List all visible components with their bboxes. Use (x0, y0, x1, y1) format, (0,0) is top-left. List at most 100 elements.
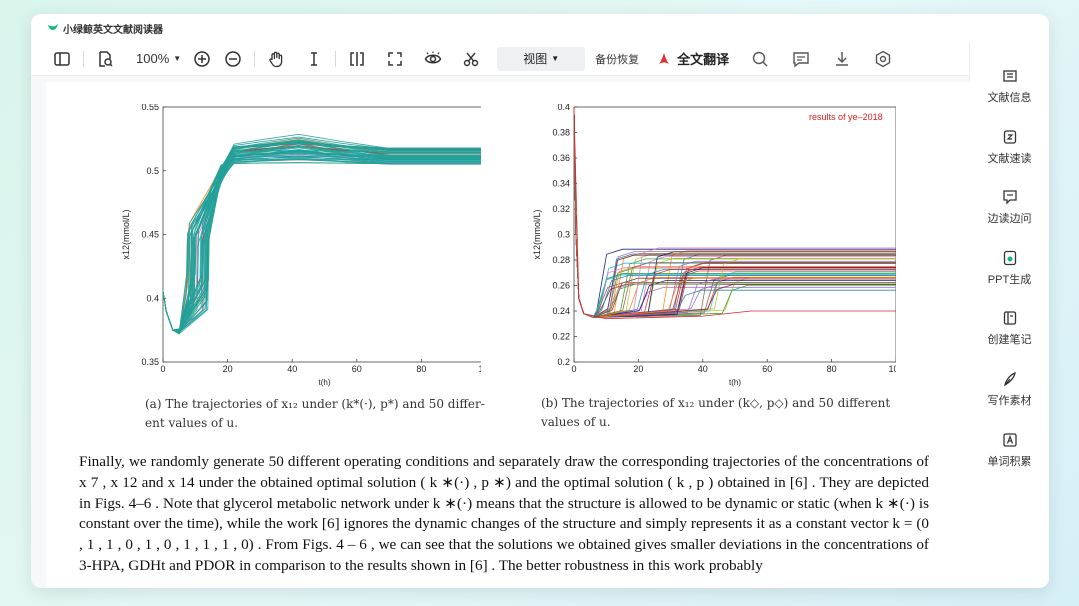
toolbar: 100% ▼ 视图 ▼ (31, 42, 969, 76)
series-line (162, 158, 486, 332)
sidebar-item-writing[interactable]: 写作素材 (988, 371, 1032, 432)
search-icon[interactable] (751, 50, 769, 68)
toolbar-divider (488, 51, 489, 67)
pdf-icon (659, 52, 670, 64)
chart-annotation: results of ye–2018 (809, 112, 883, 122)
series-line (162, 145, 486, 331)
right-sidebar: 文献信息 文献速读 边读边问 PPT生成 创建笔记 写作素材 单词积累 (969, 42, 1049, 588)
sidebar-item-quick-read[interactable]: 文献速读 (988, 129, 1032, 190)
series-line (573, 106, 896, 320)
series-line (162, 155, 486, 333)
series-line (162, 158, 486, 332)
series-line (162, 145, 486, 331)
sidebar-item-label: 文献速读 (987, 152, 1032, 165)
series-line (162, 140, 486, 335)
series-line (162, 141, 486, 334)
comment-icon[interactable] (792, 50, 810, 68)
series-line (162, 137, 486, 332)
sidebar-toggle-icon[interactable] (53, 50, 71, 68)
y-tick-label: 0.45 (141, 230, 159, 240)
sidebar-item-note[interactable]: 创建笔记 (988, 310, 1032, 371)
backup-restore-button[interactable]: 备份恢复 (595, 53, 640, 66)
zoom-in-icon[interactable] (193, 50, 211, 68)
sidebar-item-label: 单词积累 (987, 455, 1032, 468)
series-line (162, 148, 486, 333)
series-line (162, 154, 486, 331)
zoom-select[interactable]: 100% ▼ (136, 51, 181, 66)
body-paragraph: Finally, we randomly generate 50 differe… (79, 452, 929, 577)
y-tick-label: 0.5 (146, 166, 159, 176)
series-line (162, 150, 486, 334)
series-line (162, 150, 486, 331)
fullscreen-icon[interactable] (386, 50, 404, 68)
doc-info-icon (1002, 70, 1017, 82)
download-icon[interactable] (833, 50, 851, 68)
series-line (162, 145, 486, 335)
chart-b-svg: 0 20 40 60 80 100 0.2 0.22 0.24 0.26 0.28 0.3 0.32 0.… (532, 102, 904, 387)
figure-b: 0 20 40 60 80 100 0.2 0.22 0.24 0.26 0.28 0.3 0.32 0.… (521, 102, 904, 394)
y-axis-label: x12(mmol/L) (121, 209, 131, 259)
series-line (162, 157, 486, 334)
ppt-icon (1003, 250, 1016, 265)
scissors-icon[interactable] (462, 50, 480, 68)
translate-label: 全文翻译 (677, 52, 730, 67)
doc-search-icon[interactable] (96, 50, 114, 68)
sidebar-item-label: 文献信息 (987, 92, 1032, 104)
series-line (162, 146, 486, 333)
sidebar-item-doc-info[interactable]: 文献信息 (988, 68, 1032, 129)
chat-icon (1002, 190, 1017, 205)
toolbar-divider (83, 50, 84, 67)
hand-tool-icon[interactable] (267, 50, 285, 68)
sidebar-item-ask[interactable]: 边读边问 (988, 189, 1032, 250)
x-tick-label: 40 (698, 364, 708, 374)
series-line (162, 143, 486, 332)
title-bar: 小绿鲸英文文献阅读器 (31, 14, 1049, 42)
sidebar-item-words[interactable]: 单词积累 (988, 432, 1032, 493)
view-menu-button[interactable]: 视图 ▼ (497, 46, 586, 71)
x-tick-label: 60 (762, 364, 772, 374)
toolbar-divider (254, 50, 256, 67)
y-tick-label: 0.32 (552, 204, 570, 214)
chart-a-svg: 0 20 40 60 80 100 0.35 0.4 0.45 0.5 0.55 t(h) x12(mm… (121, 102, 494, 387)
x-axis-label: t(h) (319, 378, 331, 387)
series-line (162, 139, 486, 333)
x-tick-label: 0 (160, 364, 165, 374)
series-line (162, 151, 486, 333)
series-line (162, 145, 486, 333)
full-translate-button[interactable]: 全文翻译 (657, 49, 729, 68)
series-line (162, 140, 486, 332)
pdf-page: 0 20 40 60 80 100 0.35 0.4 0.45 0.5 0.55 t(h) x12(mm… (46, 82, 970, 588)
y-tick-label: 0.4 (146, 293, 159, 303)
x-tick-label: 100 (478, 364, 481, 374)
sidebar-item-label: PPT生成 (987, 273, 1032, 286)
text-cursor-icon[interactable] (305, 50, 323, 68)
series-line (162, 153, 486, 331)
series-line (162, 140, 486, 333)
y-tick-label: 0.3 (557, 230, 570, 240)
series-line (573, 106, 896, 318)
view-label: 视图 (523, 52, 548, 66)
sidebar-item-ppt[interactable]: PPT生成 (988, 250, 1031, 311)
zoom-out-icon[interactable] (224, 50, 242, 68)
caption-a: (a) The trajectories of x₁₂ under (k*(·)… (145, 395, 505, 433)
series-line (162, 151, 486, 335)
series-line (162, 141, 486, 333)
y-tick-label: 0.35 (141, 357, 159, 367)
app-window: 小绿鲸英文文献阅读器 100% ▼ (31, 14, 1049, 588)
split-view-icon[interactable] (348, 50, 366, 68)
caption-a-line1: (a) The trajectories of x₁₂ under (k*(·)… (145, 397, 485, 411)
paragraph-text: Finally, we randomly generate 50 differe… (79, 453, 929, 574)
eye-icon[interactable] (424, 50, 442, 68)
x-tick-label: 60 (352, 364, 362, 374)
series-line (162, 150, 486, 331)
x-tick-label: 20 (633, 364, 643, 374)
word-icon (1002, 432, 1017, 447)
series-line (162, 156, 486, 333)
series-line (162, 146, 486, 333)
y-tick-label: 0.24 (552, 306, 570, 316)
app-logo-icon (48, 24, 58, 31)
y-tick-label: 0.2 (557, 357, 570, 367)
x-axis-label: t(h) (729, 378, 741, 387)
settings-icon[interactable] (874, 50, 892, 68)
x-tick-label: 0 (571, 364, 576, 374)
